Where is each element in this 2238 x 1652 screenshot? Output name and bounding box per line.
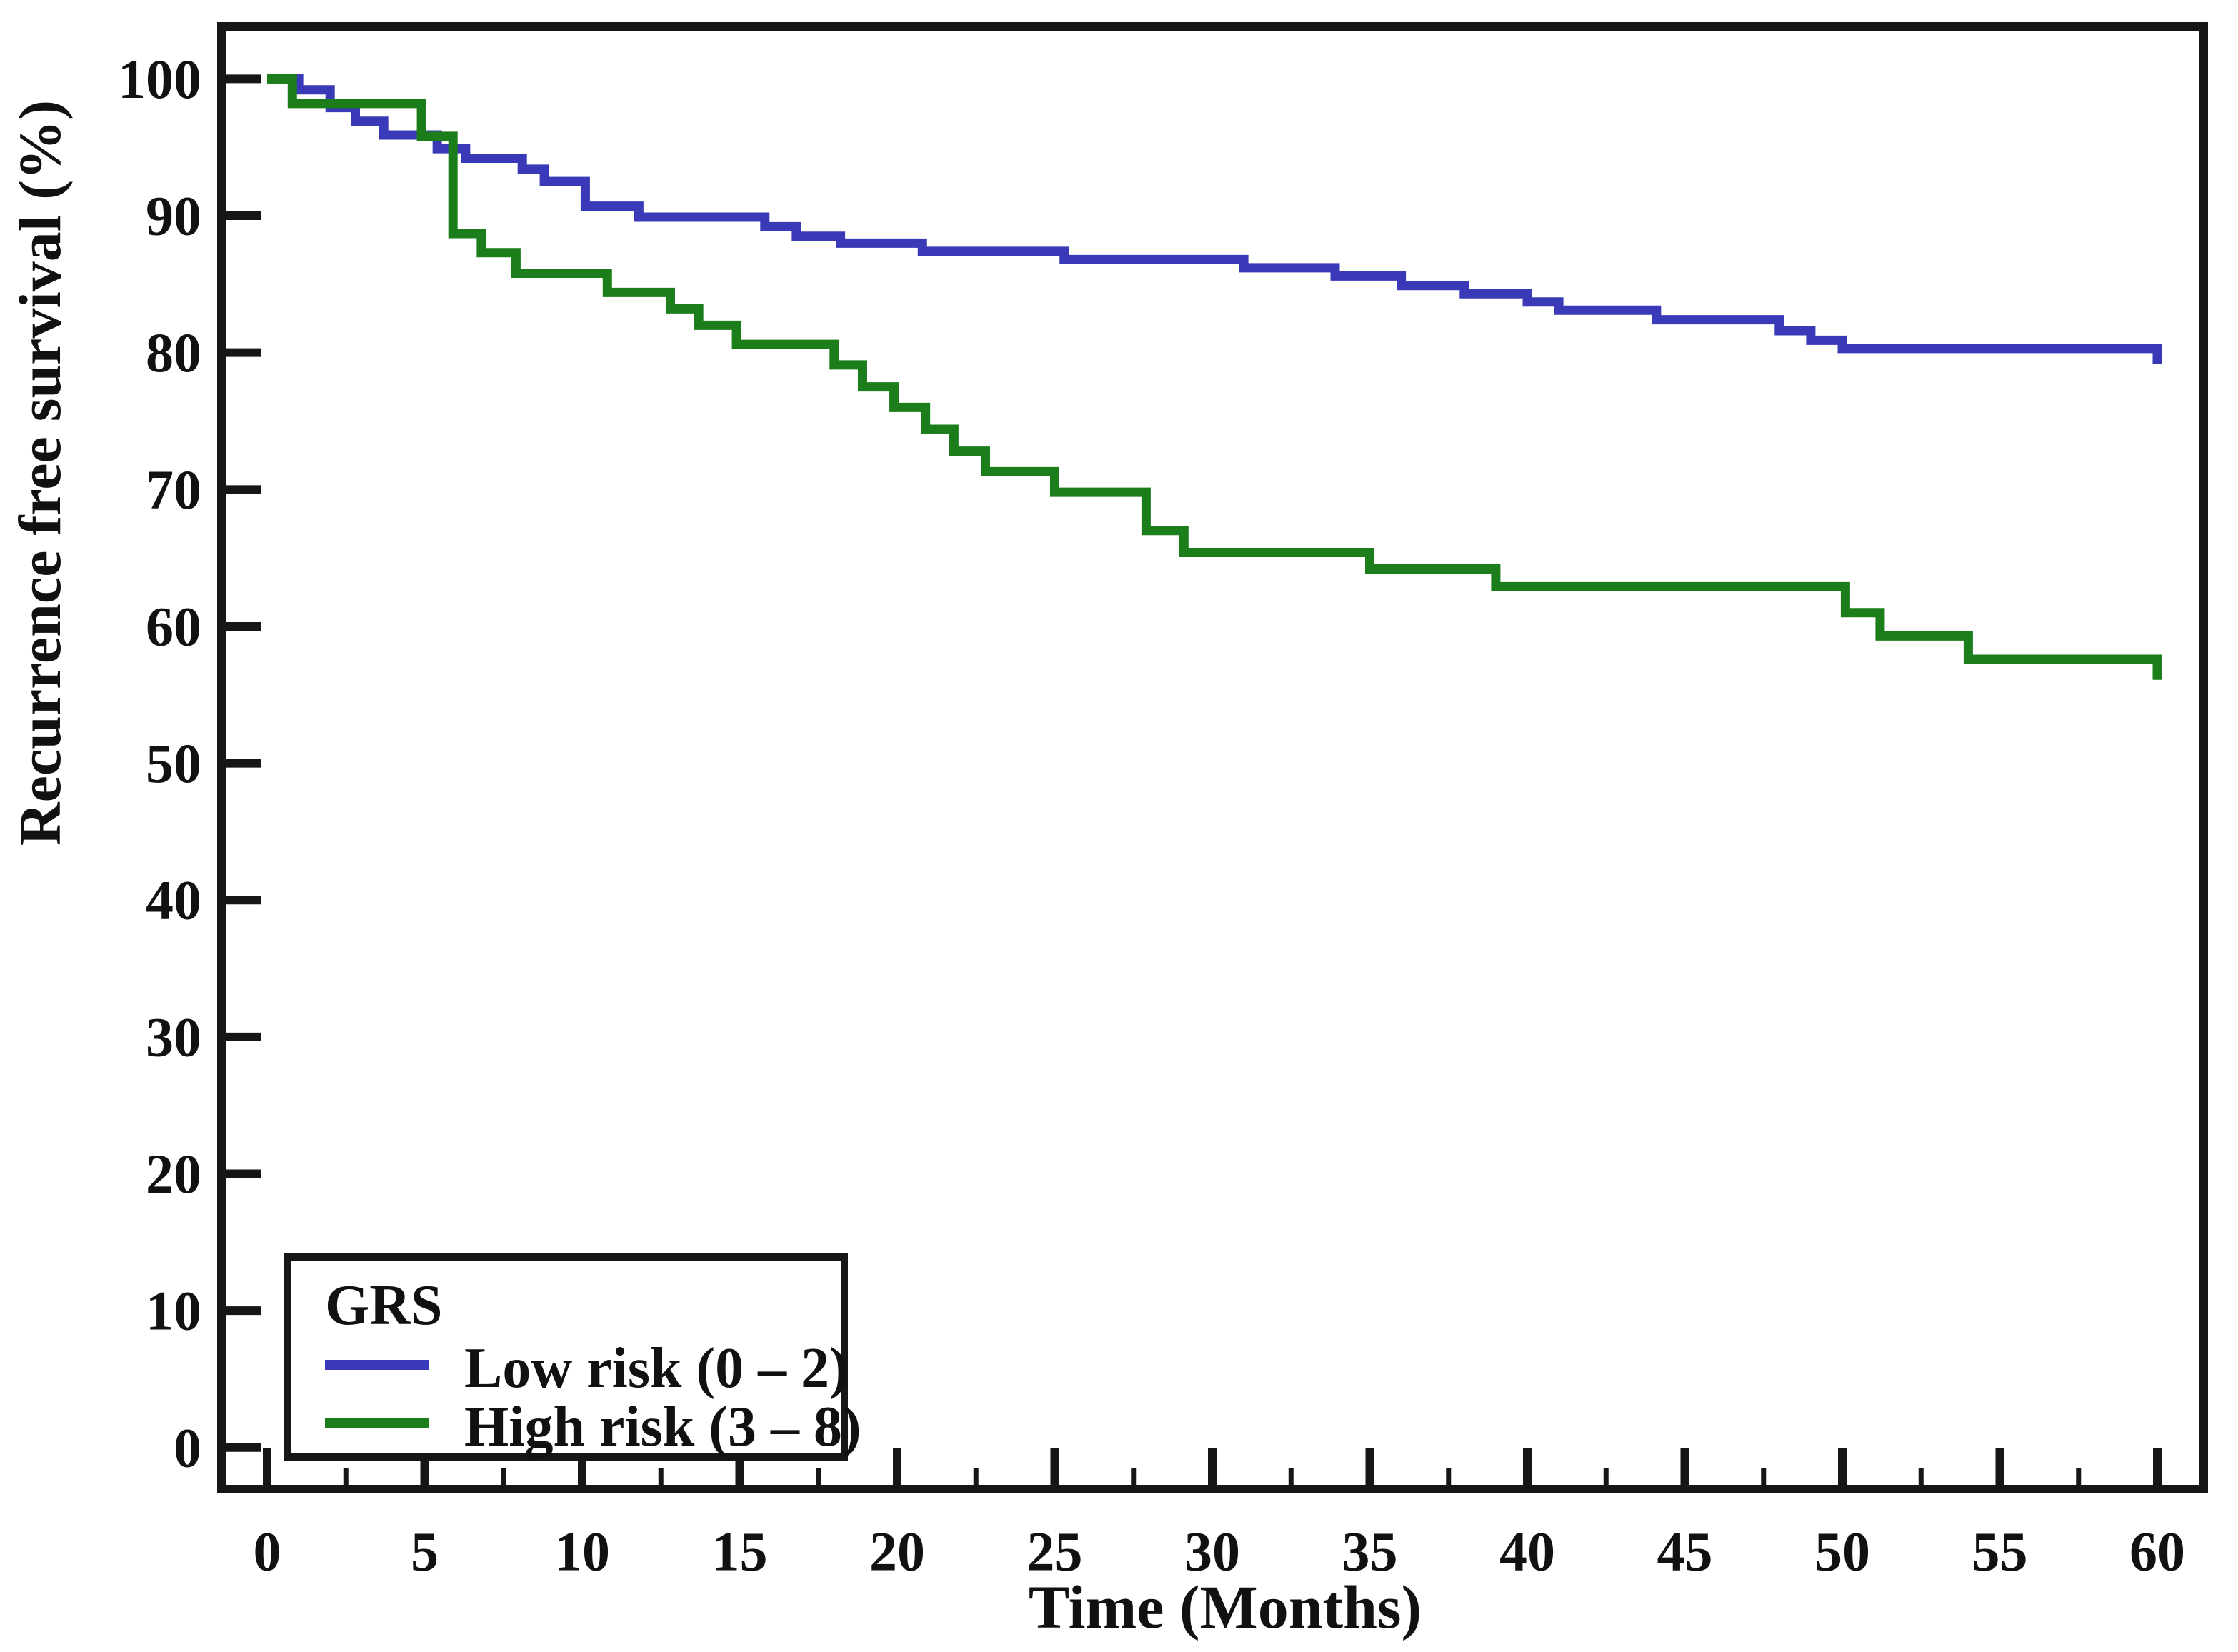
y-tick-label: 90 — [146, 185, 201, 247]
y-tick-label: 10 — [146, 1280, 201, 1342]
x-tick-label: 5 — [411, 1521, 439, 1583]
legend-label-low-risk: Low risk (0 – 2) — [464, 1337, 849, 1400]
high-risk-curve — [267, 74, 2162, 680]
y-tick-label: 70 — [146, 459, 201, 521]
y-tick-label: 20 — [146, 1143, 201, 1205]
x-tick-label: 0 — [254, 1521, 281, 1583]
y-tick-label: 100 — [118, 48, 201, 110]
x-tick-label: 40 — [1499, 1521, 1555, 1583]
low-risk-curve — [267, 74, 2162, 364]
legend-title: GRS — [325, 1274, 443, 1337]
x-axis-title: Time (Months) — [1028, 1573, 1422, 1641]
y-axis-title: Recurrence free survival (%) — [7, 99, 74, 846]
y-tick-label: 60 — [146, 595, 201, 657]
x-tick-label: 35 — [1342, 1521, 1398, 1583]
low-risk-line-swatch — [325, 1360, 429, 1370]
x-tick-label: 55 — [1972, 1521, 2028, 1583]
legend: GRS Low risk (0 – 2) High risk (3 – 8) — [284, 1253, 861, 1461]
y-tick-label: 80 — [146, 321, 201, 384]
x-tick-label: 45 — [1657, 1521, 1713, 1583]
x-tick-label: 25 — [1027, 1521, 1083, 1583]
y-tick-label: 50 — [146, 732, 201, 794]
x-tick-label: 10 — [554, 1521, 610, 1583]
legend-label-high-risk: High risk (3 – 8) — [464, 1396, 861, 1458]
x-tick-label: 30 — [1184, 1521, 1240, 1583]
x-tick-label: 60 — [2129, 1521, 2185, 1583]
x-tick-label: 15 — [712, 1521, 768, 1583]
y-tick-label: 30 — [146, 1006, 201, 1068]
x-tick-label: 50 — [1814, 1521, 1870, 1583]
high-risk-line-swatch — [325, 1418, 429, 1428]
y-tick-label: 40 — [146, 869, 201, 931]
y-tick-label: 0 — [174, 1416, 201, 1478]
x-tick-label: 20 — [869, 1521, 925, 1583]
